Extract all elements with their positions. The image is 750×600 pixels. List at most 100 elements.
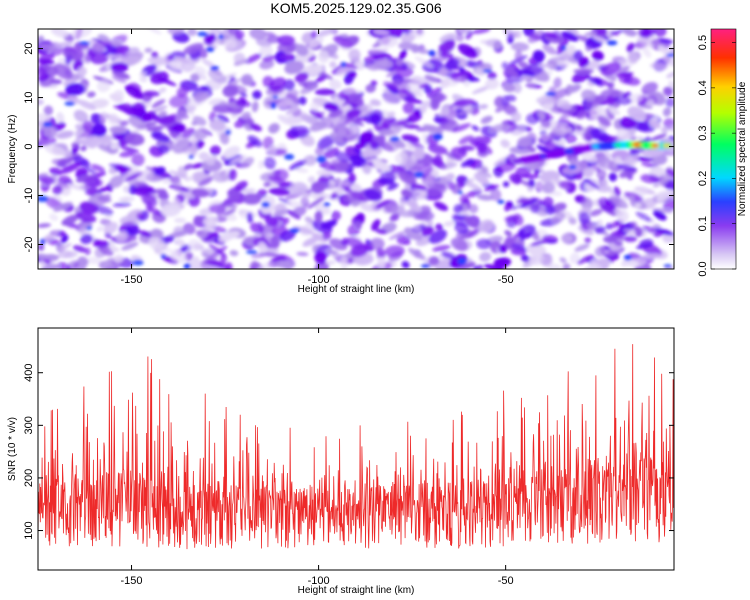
noise-blob: [181, 127, 196, 139]
snr-x-label: Height of straight line (km): [298, 585, 415, 596]
noise-blob: [525, 113, 540, 125]
noise-blob: [169, 59, 184, 70]
noise-blob: [86, 256, 101, 265]
noise-blob: [175, 238, 186, 247]
noise-blob: [242, 193, 262, 205]
snr-series-line: [38, 344, 674, 550]
noise-blob: [510, 42, 530, 52]
noise-blob: [111, 75, 127, 84]
noise-blob: [123, 172, 143, 182]
noise-blob: [298, 81, 316, 88]
noise-blob: [291, 206, 307, 218]
noise-blob: [340, 256, 349, 269]
noise-blob: [426, 86, 443, 98]
noise-blob: [623, 29, 637, 37]
noise-blob: [172, 138, 191, 154]
noise-blob: [578, 57, 590, 67]
noise-blob: [343, 88, 364, 94]
snr-panel: -150 -100 -50 100 200 300 400 Height of strai…: [7, 327, 675, 596]
x-tick-label: -150: [121, 274, 143, 286]
noise-blob: [527, 30, 545, 44]
noise-blob: [388, 212, 401, 222]
noise-blob: [158, 115, 176, 125]
noise-blob: [365, 83, 376, 93]
noise-blob: [158, 87, 167, 94]
noise-blob: [476, 238, 492, 250]
noise-blob: [38, 223, 52, 228]
ridge-point: [513, 159, 521, 163]
noise-blob: [401, 189, 413, 198]
noise-blob: [98, 260, 116, 269]
noise-blob: [642, 225, 656, 233]
noise-blob: [433, 201, 449, 212]
noise-blob: [411, 183, 428, 191]
noise-blob: [377, 256, 386, 269]
noise-blob: [347, 70, 357, 77]
noise-blob: [57, 262, 71, 269]
noise-blob: [111, 70, 131, 80]
noise-blob: [559, 257, 567, 264]
colorbar-tick-label: 0.2: [697, 171, 709, 186]
noise-peak: [188, 154, 194, 159]
noise-blob: [283, 79, 295, 91]
noise-blob: [413, 147, 425, 160]
noise-blob: [277, 114, 294, 126]
noise-blob: [161, 255, 179, 264]
noise-blob: [317, 135, 336, 150]
noise-blob: [376, 247, 386, 259]
noise-blob: [138, 71, 147, 77]
noise-blob: [193, 91, 209, 102]
noise-blob: [167, 29, 185, 35]
noise-peak: [246, 250, 258, 255]
noise-blob: [61, 214, 79, 226]
noise-blob: [529, 253, 545, 266]
noise-blob: [372, 29, 390, 36]
noise-blob: [228, 168, 237, 181]
noise-blob: [594, 225, 606, 234]
noise-blob: [71, 29, 93, 39]
noise-blob: [97, 34, 111, 43]
noise-blob: [469, 76, 480, 82]
noise-blob: [478, 219, 494, 233]
noise-blob: [665, 168, 674, 179]
noise-blob: [259, 45, 273, 56]
noise-blob: [465, 30, 473, 40]
noise-blob: [325, 260, 336, 265]
noise-blob: [127, 90, 136, 96]
noise-blob: [369, 99, 382, 107]
noise-blob: [371, 219, 381, 231]
snr-y-label: SNR (10 * v/v): [7, 417, 18, 481]
noise-blob: [38, 172, 49, 178]
noise-blob: [272, 209, 291, 217]
noise-blob: [478, 104, 489, 110]
noise-blob: [109, 93, 124, 103]
noise-peak: [272, 95, 279, 99]
noise-blob: [627, 258, 647, 268]
noise-blob: [521, 174, 541, 179]
noise-blob: [544, 32, 559, 39]
noise-blob: [504, 215, 520, 222]
noise-blob: [348, 48, 361, 62]
colorbar-tick-label: 0.3: [697, 126, 709, 141]
noise-blob: [661, 126, 669, 134]
noise-blob: [136, 169, 155, 183]
noise-blob: [428, 229, 448, 244]
noise-blob: [103, 221, 118, 235]
noise-blob: [584, 31, 598, 37]
noise-peak: [433, 133, 443, 141]
noise-blob: [220, 253, 228, 264]
noise-blob: [460, 262, 476, 269]
noise-blob: [38, 253, 54, 260]
noise-blob: [447, 180, 455, 190]
noise-blob: [477, 194, 493, 201]
noise-blob: [360, 203, 378, 212]
noise-blob: [262, 54, 276, 62]
noise-blob: [309, 109, 324, 120]
noise-blob: [511, 243, 527, 251]
noise-blob: [322, 163, 336, 172]
noise-blob: [252, 90, 262, 100]
noise-blob: [330, 131, 346, 145]
noise-blob: [561, 233, 573, 243]
noise-peak: [78, 41, 91, 46]
